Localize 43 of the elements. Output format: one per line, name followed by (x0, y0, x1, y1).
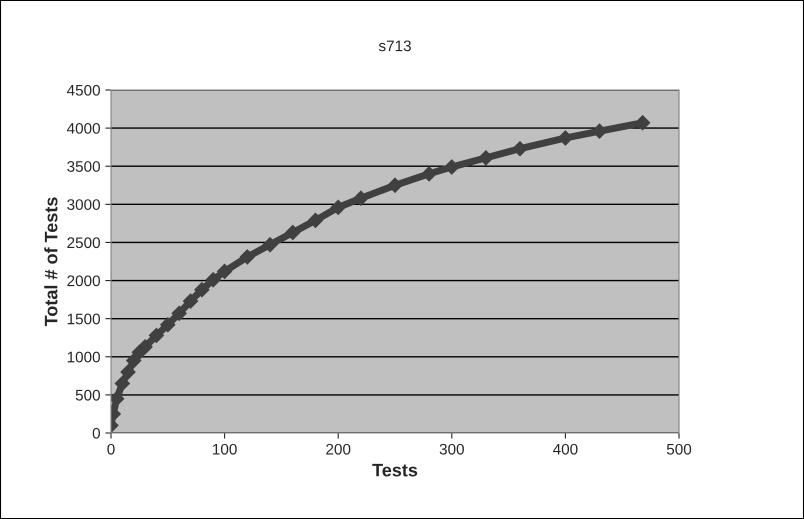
point (308, 212, 324, 228)
y-tick-label: 1000 (68, 352, 100, 362)
point (635, 115, 650, 130)
x-tick-label: 0 (107, 444, 115, 455)
x-tick-label: 400 (553, 444, 578, 455)
point (285, 224, 300, 240)
x-tick-label: 500 (666, 444, 692, 455)
point (194, 282, 210, 298)
point (478, 150, 494, 166)
point (558, 130, 573, 146)
y-tick-label: 3500 (67, 161, 100, 172)
point (182, 294, 198, 309)
y-tick-label: 4500 (66, 84, 100, 96)
point (114, 376, 130, 392)
point (512, 141, 528, 156)
point (148, 328, 164, 344)
y-tick-label: 1500 (68, 314, 100, 324)
y-tick-label: 3000 (67, 199, 100, 210)
x-tick-label: 200 (326, 444, 350, 455)
point (330, 200, 346, 215)
point (353, 190, 368, 206)
point (160, 317, 176, 332)
point (138, 339, 153, 354)
x-tick-label: 300 (440, 444, 464, 455)
y-tick-label: 2000 (67, 275, 100, 286)
point (444, 159, 460, 175)
point (126, 353, 142, 368)
x-axis-title: Tests (372, 464, 418, 476)
point (172, 306, 187, 321)
point (120, 364, 136, 380)
y-axis-title: Total # of Tests (44, 197, 58, 326)
chart-title: s713 (378, 40, 411, 52)
point (206, 272, 221, 288)
point (387, 178, 403, 193)
y-tick-label: 4000 (66, 122, 100, 134)
point (422, 166, 437, 182)
point (217, 264, 232, 279)
point (262, 237, 278, 252)
y-tick-label: 0 (92, 428, 100, 439)
point (240, 249, 255, 264)
y-tick-label: 500 (76, 390, 100, 401)
y-tick-label: 2500 (67, 237, 100, 248)
x-tick-label: 100 (213, 444, 237, 455)
